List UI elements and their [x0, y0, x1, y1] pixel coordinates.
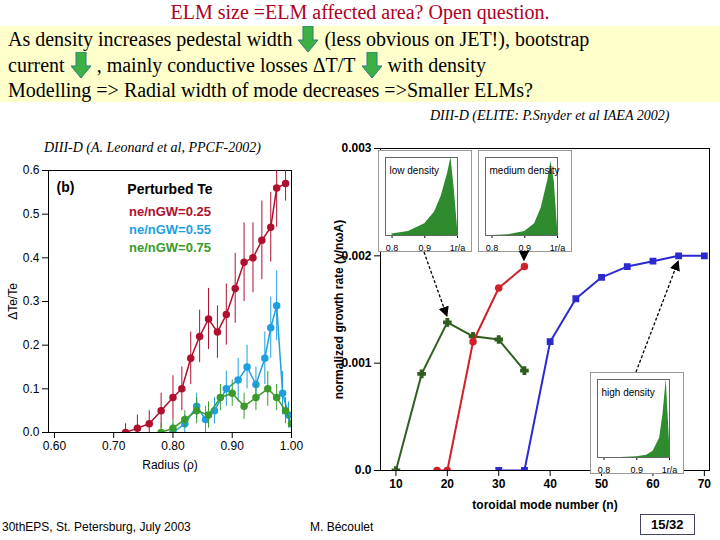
- svg-text:ΔTe/Te: ΔTe/Te: [6, 283, 20, 320]
- svg-text:toroidal mode number (n): toroidal mode number (n): [472, 498, 617, 512]
- html-text:DIII-D (ELITE: P.Snyder et al: DIII-D (ELITE: P.Snyder et al IAEA 2002): [430, 108, 670, 123]
- svg-text:0.5: 0.5: [23, 207, 40, 221]
- svg-text:0.8: 0.8: [386, 243, 399, 251]
- svg-text:0.002: 0.002: [341, 248, 372, 263]
- html-text:Modelling => Radial width of m: Modelling => Radial width of mode decrea…: [8, 79, 533, 101]
- svg-text:30: 30: [492, 477, 506, 491]
- svg-text:0.1: 0.1: [23, 382, 40, 396]
- svg-text:0.001: 0.001: [341, 356, 372, 370]
- svg-text:60: 60: [646, 477, 660, 491]
- svg-text:medium density: medium density: [490, 165, 560, 176]
- svg-text:Perturbed Te: Perturbed Te: [127, 181, 213, 197]
- svg-text:Radius (ρ): Radius (ρ): [142, 458, 198, 472]
- html-text:30thEPS, St. Petersburg, July: 30thEPS, St. Petersburg, July 2003: [2, 520, 191, 534]
- svg-text:1.00: 1.00: [280, 439, 304, 453]
- svg-text:ne/nGW=0.75: ne/nGW=0.75: [129, 240, 211, 255]
- svg-text:40: 40: [543, 477, 557, 491]
- html-text:15/32: 15/32: [651, 517, 684, 532]
- html-text:, mainly conductive losses ΔT/: , mainly conductive losses ΔT/T: [96, 54, 356, 76]
- svg-text:low density: low density: [390, 165, 439, 176]
- svg-text:ne/nGW=0.25: ne/nGW=0.25: [129, 204, 211, 219]
- html-text:As density increases pedestal: As density increases pedestal width: [8, 28, 293, 50]
- svg-text:normalized growth rate (γ/nωA): normalized growth rate (γ/nωA): [332, 220, 346, 399]
- svg-text:10: 10: [389, 477, 403, 491]
- svg-text:(b): (b): [57, 179, 75, 195]
- svg-text:1r/a: 1r/a: [662, 465, 678, 473]
- svg-text:0.8: 0.8: [598, 465, 611, 473]
- svg-text:0.0: 0.0: [23, 425, 40, 439]
- html-text:DIII-D (A. Leonard et al, PPCF: DIII-D (A. Leonard et al, PPCF-2002): [44, 140, 261, 155]
- html-text:current: current: [8, 54, 65, 76]
- svg-text:1r/a: 1r/a: [450, 243, 466, 251]
- svg-text:0.4: 0.4: [23, 251, 40, 265]
- svg-text:0.9: 0.9: [519, 243, 532, 251]
- svg-text:ne/nGW=0.55: ne/nGW=0.55: [129, 222, 211, 237]
- html-text:(less obvious on JET!), bootst: (less obvious on JET!), bootstrap: [324, 28, 590, 50]
- svg-text:0.80: 0.80: [161, 439, 185, 453]
- svg-text:0.9: 0.9: [419, 243, 432, 251]
- html-text:with density: with density: [387, 54, 486, 76]
- svg-text:1r/a: 1r/a: [550, 243, 566, 251]
- svg-text:0.70: 0.70: [102, 439, 126, 453]
- svg-text:0.8: 0.8: [486, 243, 499, 251]
- svg-text:0.6: 0.6: [23, 163, 40, 177]
- svg-text:0.003: 0.003: [341, 141, 371, 155]
- svg-text:20: 20: [441, 477, 455, 491]
- svg-text:high density: high density: [602, 387, 655, 398]
- svg-text:70: 70: [698, 477, 712, 491]
- svg-text:50: 50: [595, 477, 609, 491]
- svg-text:0.60: 0.60: [43, 439, 67, 453]
- html-text:ELM size =ELM affected area? O: ELM size =ELM affected area? Open questi…: [170, 1, 550, 23]
- svg-text:0.2: 0.2: [23, 338, 40, 352]
- svg-text:0.0: 0.0: [355, 463, 372, 477]
- svg-text:0.3: 0.3: [23, 294, 40, 308]
- html-text:M. Bécoulet: M. Bécoulet: [310, 520, 374, 534]
- svg-text:0.90: 0.90: [221, 439, 245, 453]
- svg-text:0.9: 0.9: [631, 465, 644, 473]
